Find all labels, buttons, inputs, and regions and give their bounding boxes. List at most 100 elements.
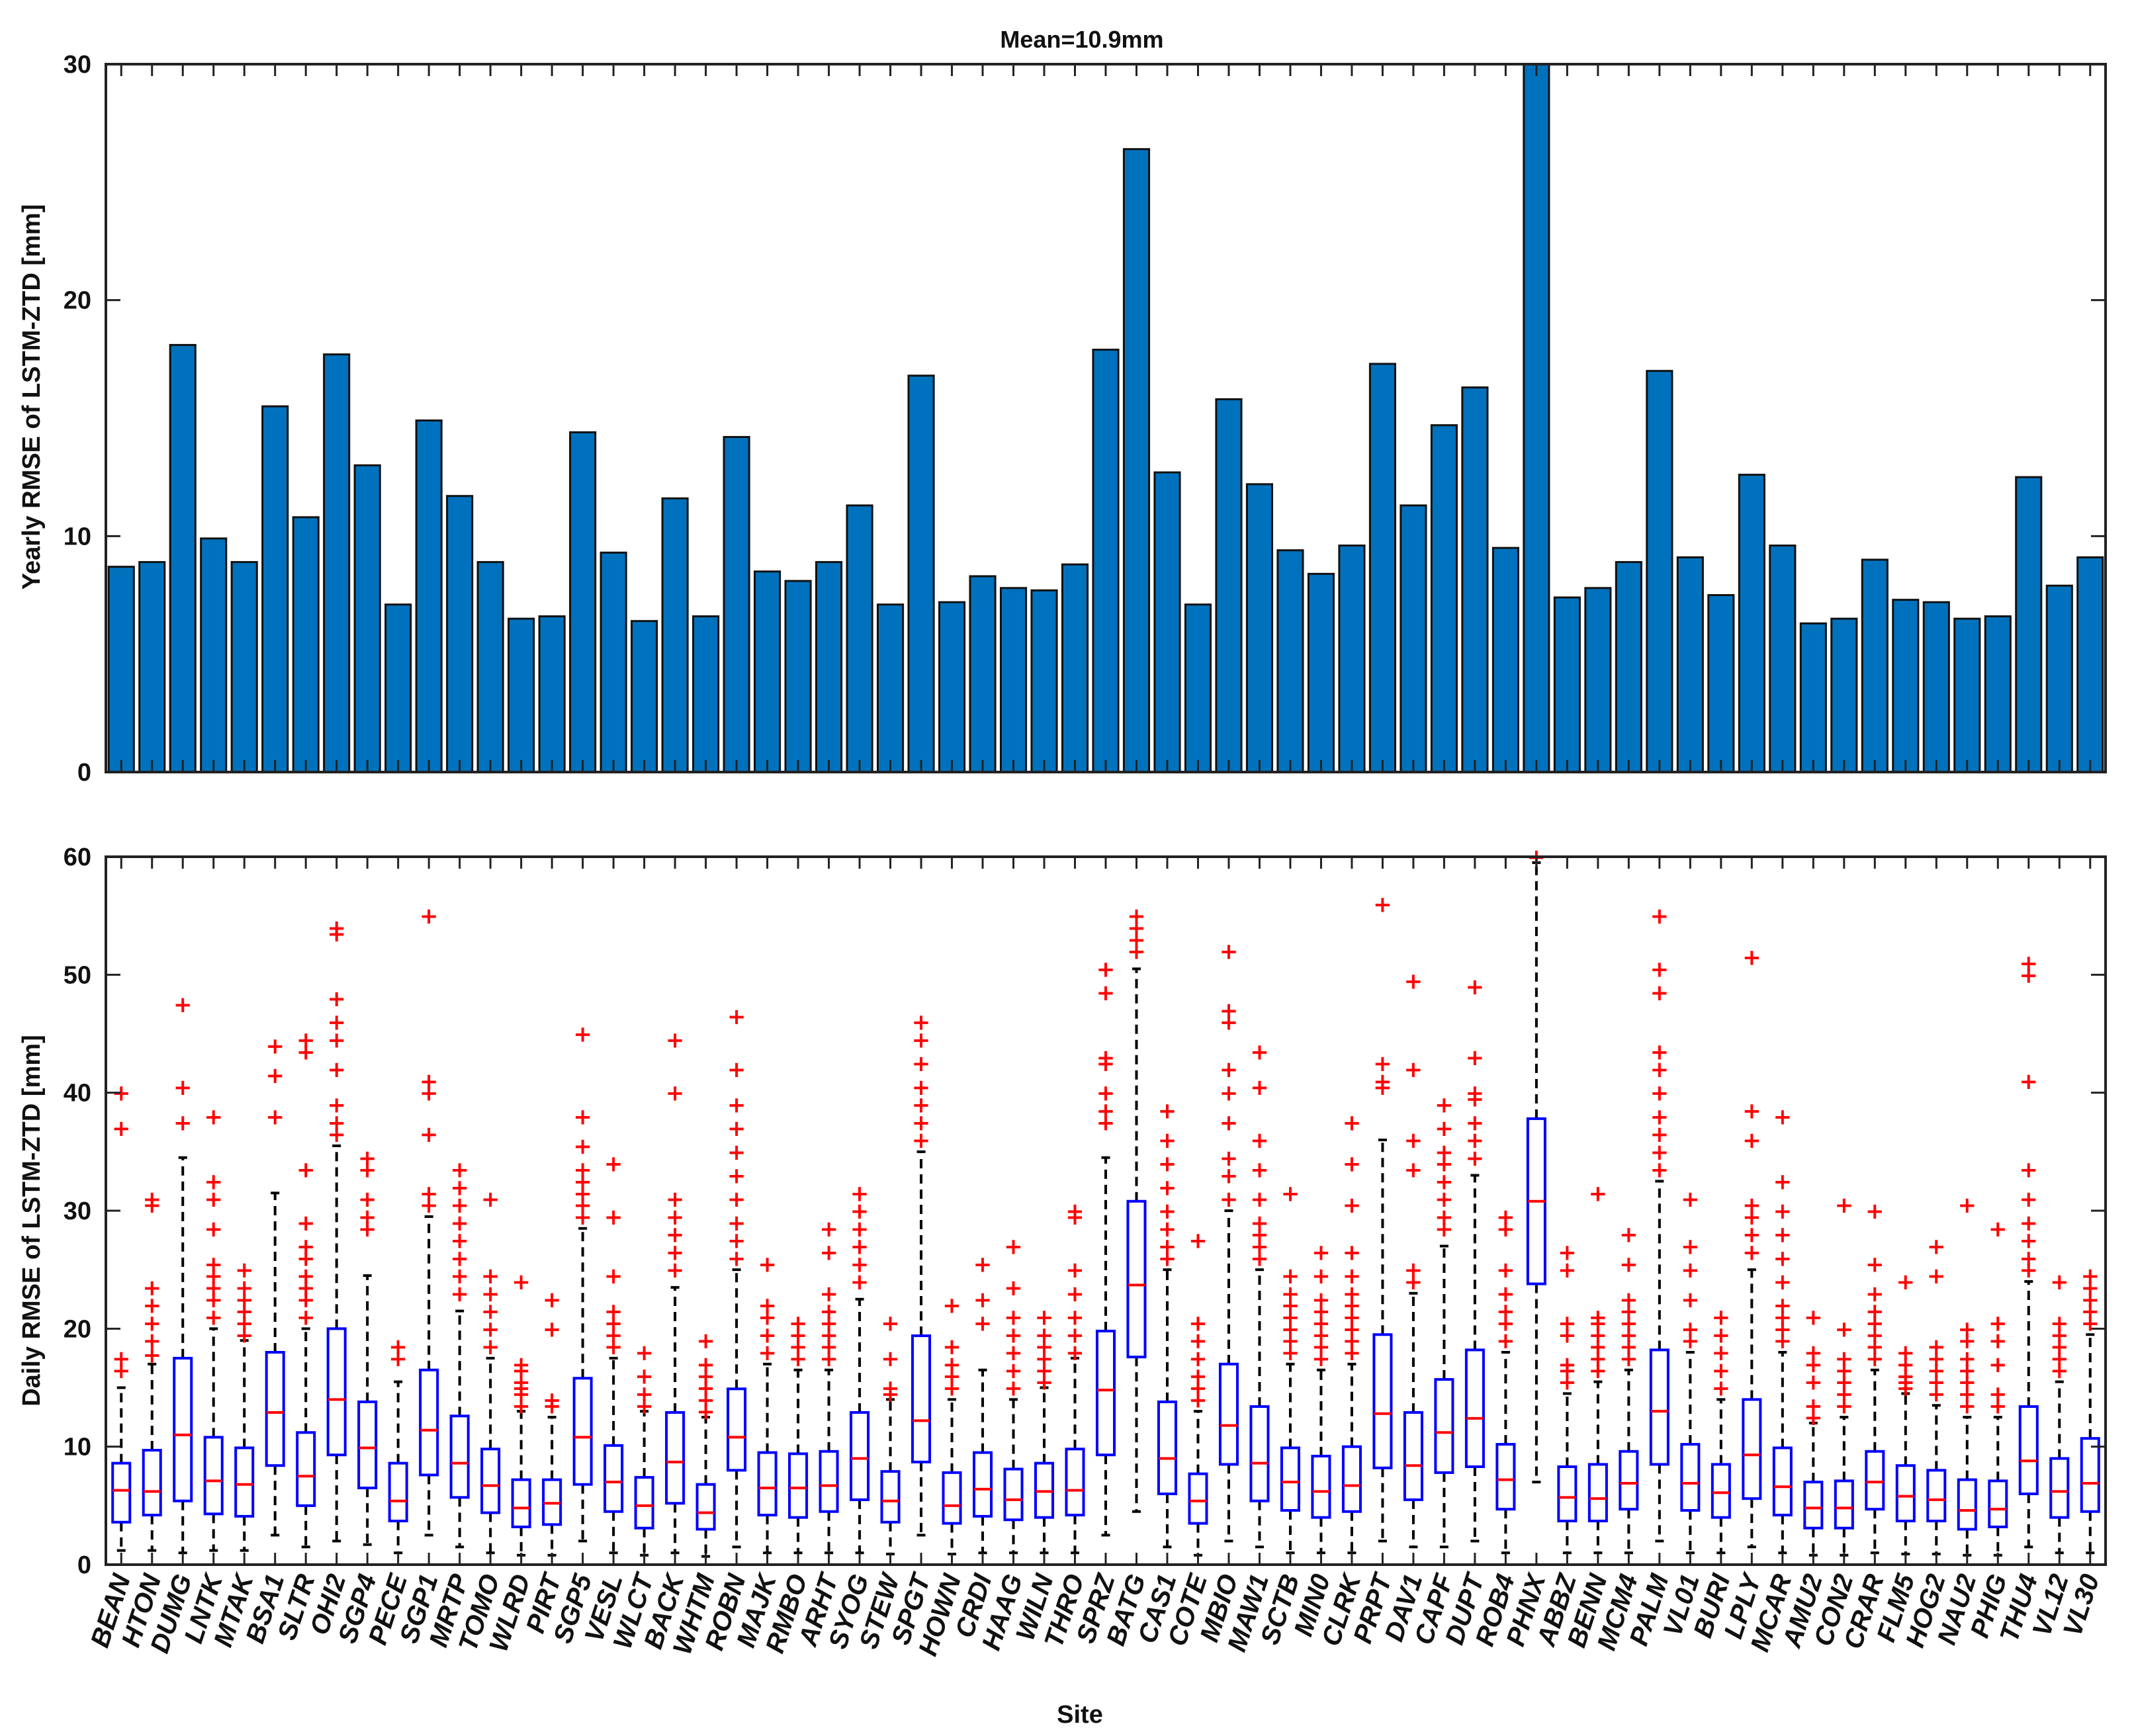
box-hog2: +++++++ (1926, 1234, 1947, 1555)
outlier-marker: + (1865, 1198, 1885, 1225)
outlier-marker: + (1865, 1322, 1885, 1348)
outlier-marker: + (235, 1257, 254, 1283)
box-pece: ++ (388, 1334, 408, 1555)
outlier-marker: + (973, 1251, 993, 1278)
iqr-box (1895, 1464, 1916, 1523)
outlier-marker: + (1096, 1080, 1116, 1107)
outlier-marker: + (1220, 1080, 1239, 1107)
outlier-marker: + (1589, 1310, 1608, 1336)
iqr-box (388, 1461, 408, 1523)
box-sprz: +++++++ (1095, 956, 1116, 1537)
iqr-box (850, 1410, 870, 1501)
outlier-marker: + (1466, 1127, 1485, 1154)
outlier-marker: + (881, 1375, 900, 1402)
iqr-box (973, 1451, 993, 1518)
outlier-marker: + (1220, 1186, 1239, 1213)
iqr-box (511, 1478, 531, 1528)
outlier-marker: + (420, 1180, 439, 1207)
outlier-marker: + (1619, 1346, 1638, 1372)
bar-rmbo (784, 580, 812, 773)
iqr-box (1126, 1199, 1147, 1359)
outlier-marker: + (727, 1210, 746, 1237)
box-wlrd: +++++++ (511, 1269, 531, 1557)
outlier-marker: + (1188, 1364, 1208, 1390)
outlier-marker: + (1958, 1358, 1977, 1384)
outlier-marker: + (1343, 1281, 1362, 1307)
outlier-marker: + (1035, 1358, 1054, 1384)
outlier-marker: + (204, 1186, 223, 1213)
box-benn: +++++++ (1587, 1180, 1608, 1555)
outlier-marker: + (296, 1210, 316, 1237)
outlier-marker: + (1835, 1192, 1854, 1219)
outlier-marker: + (1558, 1239, 1577, 1266)
outlier-marker: + (2020, 962, 2039, 988)
box-prpt: ++++ (1372, 891, 1393, 1543)
outlier-marker: + (1558, 1352, 1577, 1378)
outlier-marker: + (2081, 1299, 2100, 1325)
box-cas1: ++++++++ (1157, 1098, 1178, 1549)
outlier-marker: + (1804, 1305, 1823, 1331)
outlier-marker: + (450, 1210, 469, 1237)
outlier-marker: + (142, 1293, 161, 1319)
outlier-marker: + (204, 1104, 223, 1130)
iqr-box (1372, 1333, 1393, 1469)
outlier-marker: + (850, 1198, 869, 1225)
outlier-marker: + (1927, 1234, 1946, 1260)
bar-buri (1707, 594, 1735, 773)
outlier-marker: + (758, 1293, 777, 1319)
bar-vl12 (2045, 584, 2073, 773)
outlier-marker: + (543, 1316, 562, 1342)
top-y-tick-label: 30 (64, 51, 91, 79)
iqr-box (757, 1451, 778, 1517)
iqr-box (1218, 1362, 1239, 1466)
outlier-marker: + (1220, 1145, 1239, 1172)
outlier-marker: + (1681, 1257, 1700, 1283)
iqr-box (819, 1450, 839, 1513)
outlier-marker: + (2081, 1263, 2100, 1289)
outlier-marker: + (296, 1245, 316, 1272)
bar-arht (815, 561, 843, 773)
box-whtm: ++++++ (695, 1328, 716, 1558)
outlier-marker: + (327, 986, 346, 1012)
outlier-marker: + (1188, 1346, 1208, 1372)
outlier-marker: + (327, 1109, 346, 1136)
outlier-marker: + (1343, 1263, 1362, 1289)
outlier-marker: + (173, 992, 193, 1018)
outlier-marker: + (450, 1192, 469, 1219)
outlier-marker: + (1158, 1245, 1177, 1272)
bar-phnx (1523, 63, 1550, 773)
outlier-marker: + (573, 1180, 592, 1207)
outlier-marker: + (512, 1381, 531, 1407)
outlier-marker: + (1343, 1192, 1362, 1219)
outlier-marker: + (1035, 1322, 1054, 1348)
bar-dav1 (1400, 504, 1427, 773)
outlier-marker: + (973, 1287, 993, 1313)
outlier-marker: + (1865, 1334, 1885, 1360)
outlier-marker: + (1220, 1010, 1239, 1036)
outlier-marker: + (1312, 1239, 1331, 1266)
outlier-marker: + (1404, 1257, 1423, 1283)
outlier-marker: + (758, 1251, 777, 1278)
outlier-marker: + (1558, 1369, 1577, 1396)
bar-dumg (169, 343, 197, 773)
iqr-box (173, 1356, 193, 1502)
iqr-box (1495, 1443, 1516, 1511)
outlier-marker: + (1927, 1358, 1946, 1384)
box-mcar: ++++++++++ (1772, 1104, 1793, 1555)
outlier-marker: + (1343, 1239, 1362, 1266)
outlier-marker: + (1343, 1328, 1362, 1354)
outlier-marker: + (2020, 1245, 2039, 1272)
top-axes: 0 10 20 30 (64, 51, 2107, 787)
bar-stew (876, 603, 905, 773)
outlier-marker: + (666, 1204, 685, 1231)
outlier-marker: + (358, 1145, 377, 1172)
outlier-marker: + (1435, 1092, 1454, 1119)
iqr-box (1557, 1465, 1578, 1523)
outlier-marker: + (1773, 1316, 1793, 1342)
outlier-marker: + (1650, 980, 1669, 1006)
outlier-marker: + (1712, 1358, 1731, 1384)
outlier-marker: + (1773, 1198, 1793, 1225)
box-phig: ++++++ (1988, 1216, 2008, 1557)
outlier-marker: + (727, 1092, 746, 1119)
